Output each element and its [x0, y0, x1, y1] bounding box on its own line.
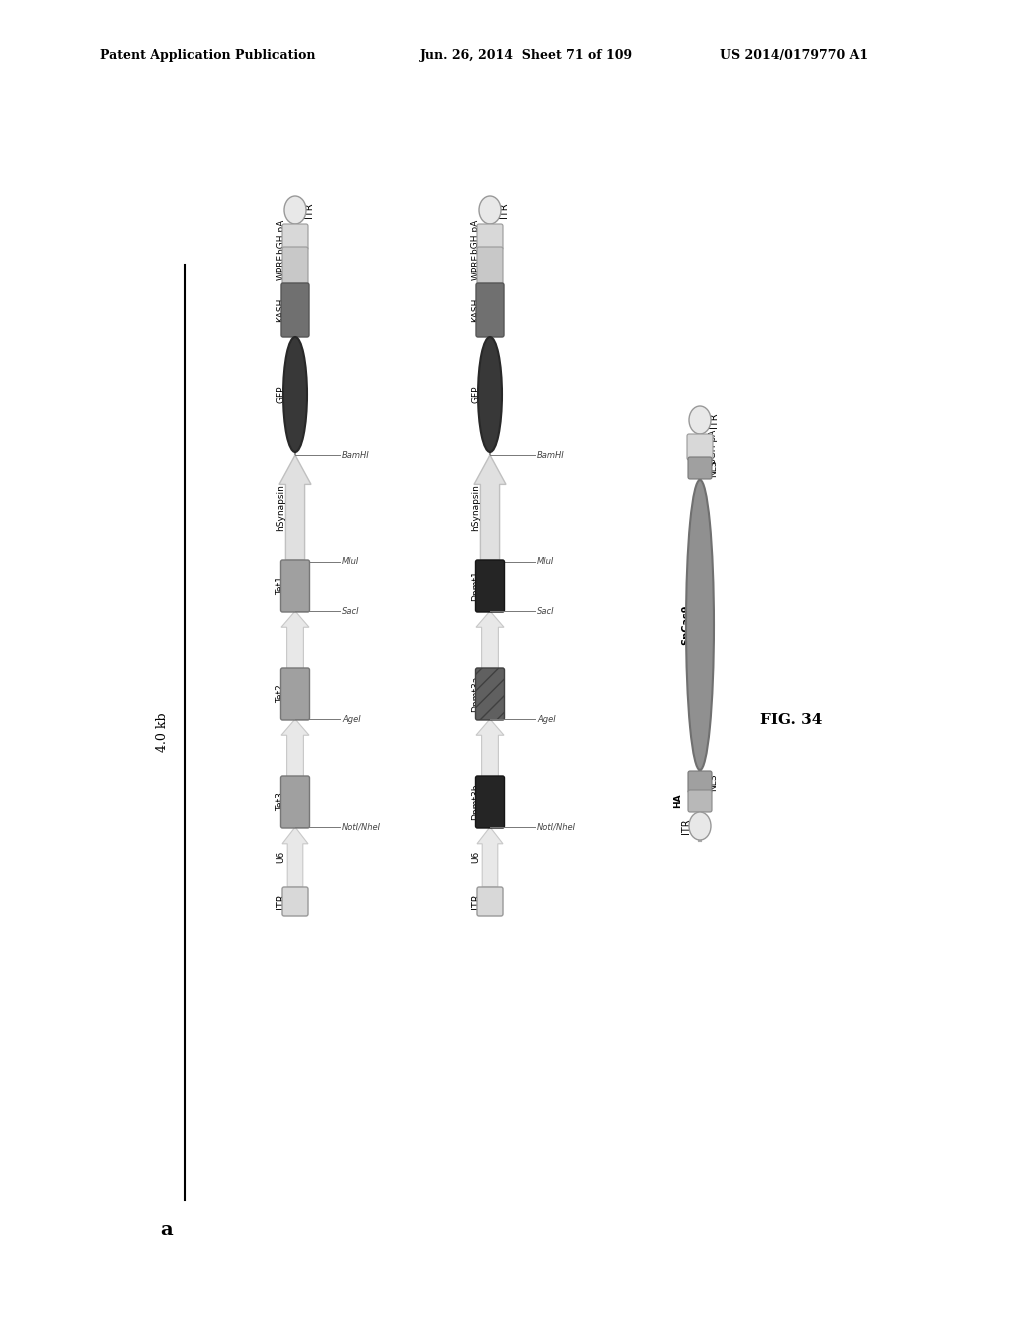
Text: NotI/NheI: NotI/NheI [342, 822, 381, 832]
FancyBboxPatch shape [475, 560, 505, 612]
Text: Dnmt3b: Dnmt3b [471, 784, 480, 820]
Text: Dnmt1: Dnmt1 [471, 570, 480, 602]
Text: Tet2: Tet2 [276, 685, 286, 704]
Text: MluI: MluI [342, 557, 359, 566]
Text: NotI/NheI: NotI/NheI [537, 822, 577, 832]
Text: GFP: GFP [471, 385, 480, 403]
Text: AgeI: AgeI [537, 714, 556, 723]
Text: hSynapsin: hSynapsin [276, 484, 286, 531]
Text: NLS: NLS [710, 774, 719, 791]
Text: U6: U6 [471, 851, 480, 863]
Text: bGH pA: bGH pA [276, 220, 286, 255]
Text: Tet1: Tet1 [276, 577, 286, 595]
FancyBboxPatch shape [282, 247, 308, 286]
Text: ITR: ITR [304, 202, 314, 218]
Text: NLS: NLS [710, 459, 719, 477]
Ellipse shape [283, 337, 307, 451]
Text: Patent Application Publication: Patent Application Publication [100, 49, 315, 62]
Polygon shape [281, 719, 309, 777]
FancyBboxPatch shape [477, 224, 503, 249]
Text: MluI: MluI [537, 557, 554, 566]
FancyBboxPatch shape [282, 887, 308, 916]
Text: HA: HA [674, 793, 683, 808]
Ellipse shape [284, 195, 306, 224]
FancyBboxPatch shape [281, 560, 309, 612]
Text: AgeI: AgeI [342, 714, 360, 723]
Polygon shape [477, 828, 503, 887]
Text: BamHI: BamHI [537, 450, 565, 459]
Ellipse shape [689, 407, 711, 434]
Text: FIG. 34: FIG. 34 [760, 713, 822, 727]
Text: WPRE: WPRE [276, 253, 286, 280]
FancyBboxPatch shape [476, 282, 504, 337]
FancyBboxPatch shape [475, 668, 505, 719]
Polygon shape [476, 611, 504, 669]
Text: Dnmt3a: Dnmt3a [471, 676, 480, 711]
Polygon shape [476, 719, 504, 777]
FancyBboxPatch shape [477, 247, 503, 286]
Text: WPRE: WPRE [471, 253, 480, 280]
Text: Tet3: Tet3 [276, 792, 286, 812]
FancyBboxPatch shape [475, 776, 505, 828]
Polygon shape [281, 611, 309, 669]
Text: ITR: ITR [499, 202, 509, 218]
Text: KASH: KASH [276, 298, 286, 322]
FancyBboxPatch shape [687, 434, 713, 459]
Text: GFP: GFP [276, 385, 286, 403]
Ellipse shape [686, 480, 714, 770]
Text: SacI: SacI [342, 606, 359, 615]
Ellipse shape [478, 337, 502, 451]
Text: bGH pA: bGH pA [710, 430, 719, 465]
Text: U6: U6 [276, 851, 286, 863]
Text: BamHI: BamHI [342, 450, 370, 459]
Text: SacI: SacI [537, 606, 555, 615]
Text: 4.0 kb: 4.0 kb [157, 713, 170, 752]
FancyBboxPatch shape [688, 789, 712, 812]
Ellipse shape [689, 812, 711, 840]
FancyBboxPatch shape [281, 668, 309, 719]
Polygon shape [282, 828, 308, 887]
FancyBboxPatch shape [282, 224, 308, 249]
Text: Jun. 26, 2014  Sheet 71 of 109: Jun. 26, 2014 Sheet 71 of 109 [420, 49, 633, 62]
FancyBboxPatch shape [688, 771, 712, 793]
Text: ITR: ITR [709, 412, 719, 428]
Polygon shape [474, 455, 506, 560]
Text: a: a [160, 1221, 173, 1239]
Text: SpCas9: SpCas9 [681, 605, 691, 645]
FancyBboxPatch shape [281, 776, 309, 828]
FancyBboxPatch shape [688, 457, 712, 479]
Polygon shape [279, 455, 311, 560]
Text: ITR: ITR [471, 894, 481, 909]
Text: KASH: KASH [471, 298, 480, 322]
Ellipse shape [479, 195, 501, 224]
FancyBboxPatch shape [281, 282, 309, 337]
FancyBboxPatch shape [477, 887, 503, 916]
Text: US 2014/0179770 A1: US 2014/0179770 A1 [720, 49, 868, 62]
Text: bGH pA: bGH pA [471, 220, 480, 255]
Text: hSynapsin: hSynapsin [471, 484, 480, 531]
Text: ITR: ITR [276, 894, 286, 909]
Text: ITR: ITR [681, 818, 691, 834]
